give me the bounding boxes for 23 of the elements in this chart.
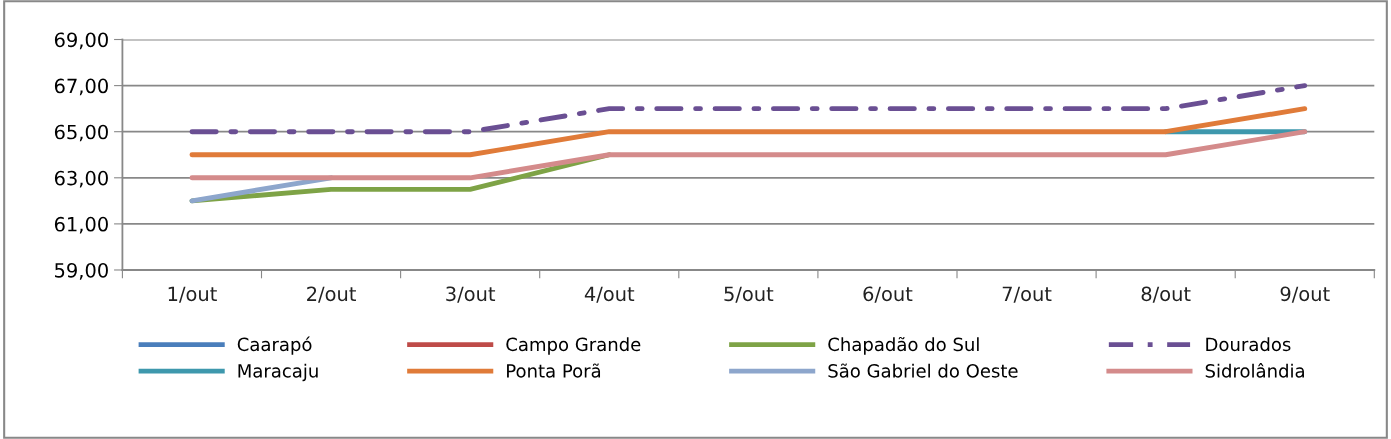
x-tick-label: 9/out [1280,286,1330,303]
y-tick-label: 61,00 [54,216,108,234]
x-tick-label: 7/out [1002,286,1052,303]
legend-label: Ponta Porã [507,363,601,378]
x-tick-label: 3/out [446,286,496,303]
legend-label: Caarapó [237,336,312,355]
legend-label: Campo Grande [506,337,641,355]
x-tick-label: 6/out [863,286,913,303]
y-tick-label: 63,00 [54,170,108,188]
legend-label: Sidrolândia [1205,362,1304,378]
x-tick-label: 2/out [307,286,356,303]
y-tick-label: 69,00 [54,32,108,50]
x-tick-label: 1/out [168,286,217,303]
legend-label: Chapadão do Sul [828,336,979,355]
legend-label: Dourados [1206,337,1291,352]
legend-label: São Gabriel do Oeste [828,363,1018,378]
x-tick-label: 4/out [584,286,635,303]
y-tick-label: 67,00 [54,78,108,96]
x-tick-label: 8/out [1141,286,1191,303]
y-tick-label: 65,00 [54,124,108,142]
legend-label: Maracaju [238,363,318,382]
x-tick-label: 5/out [724,286,774,303]
y-tick-label: 59,00 [55,262,108,280]
